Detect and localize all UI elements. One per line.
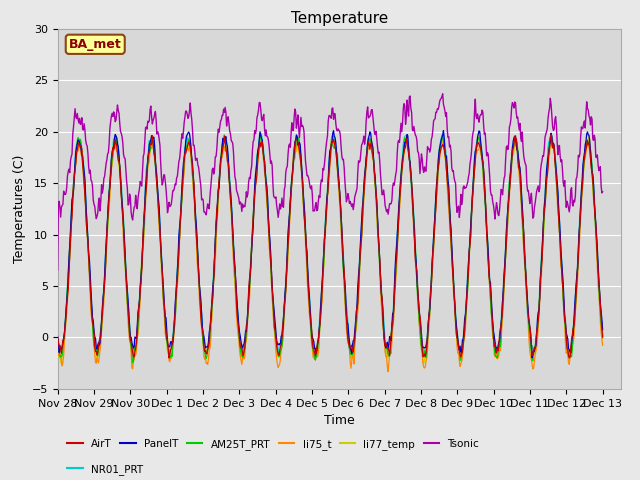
Y-axis label: Temperatures (C): Temperatures (C)	[13, 155, 26, 263]
Title: Temperature: Temperature	[291, 11, 388, 26]
Text: BA_met: BA_met	[69, 38, 122, 51]
X-axis label: Time: Time	[324, 414, 355, 427]
Legend: NR01_PRT: NR01_PRT	[63, 460, 147, 479]
